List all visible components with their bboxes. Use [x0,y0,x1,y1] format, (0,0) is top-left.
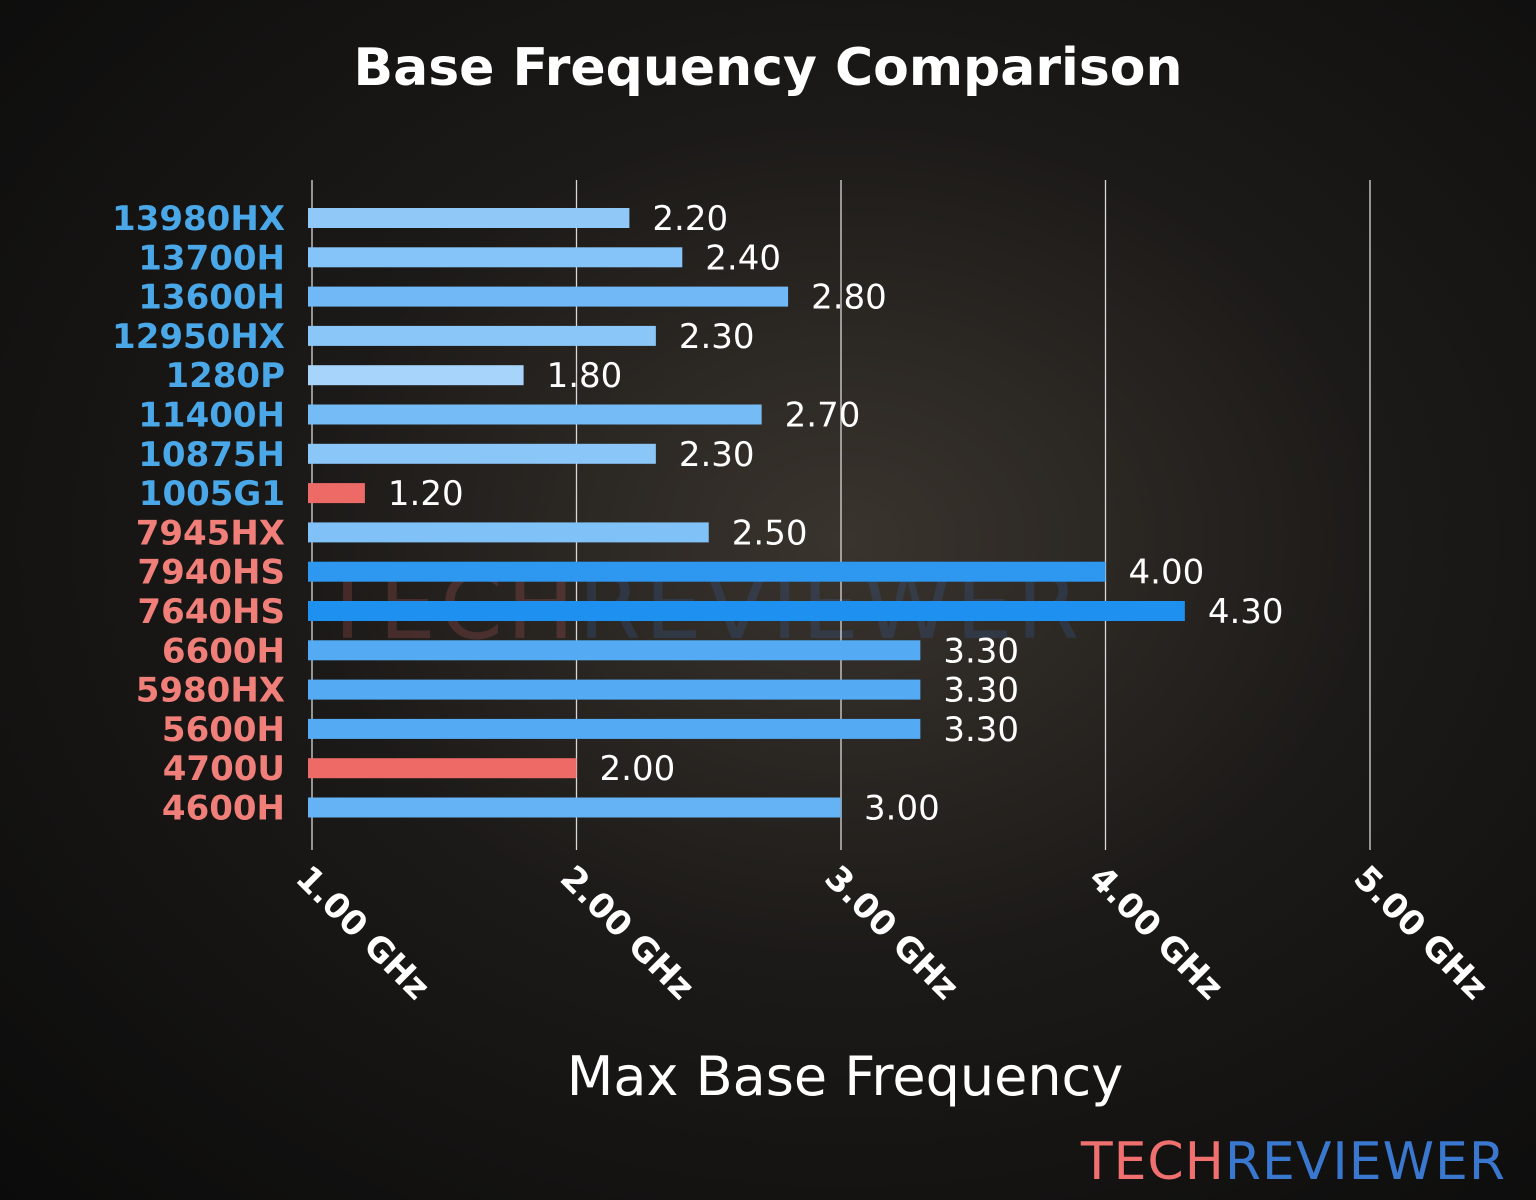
bar-13700H [308,247,683,268]
category-label: 13600H [138,278,285,318]
category-label: 10875H [138,435,285,475]
chart-title: Base Frequency Comparison [353,38,1182,98]
category-label: 11400H [138,396,285,436]
category-label: 7940HS [137,553,285,593]
bar-7640HS [308,601,1185,621]
category-label: 6600H [162,631,285,671]
bars: 13980HX 2.20 13700H 2.40 13600H 2.80 12950HX 2.… [112,199,1284,829]
category-label: 1280P [165,356,285,396]
value-label: 2.00 [600,749,676,789]
bar-1005G1 [308,483,365,504]
x-tick-label: 5.00 GHz [1346,858,1496,1008]
bar-11400H [308,404,762,425]
bar-12950HX [308,325,656,346]
bar-7945HX [308,522,709,543]
bar-4600H [308,797,841,818]
value-label: 2.70 [785,396,861,436]
bar-7940HS [308,561,1106,582]
value-label: 2.80 [811,278,887,318]
category-label: 13980HX [112,199,285,239]
value-label: 1.20 [388,474,464,514]
bar-13980HX [308,208,630,228]
bar-5980HX [308,679,921,700]
value-label: 2.30 [679,435,755,475]
bar-5600H [308,718,921,739]
category-label: 4600H [162,789,285,829]
value-label: 3.30 [943,671,1019,711]
bar-6600H [308,640,921,661]
category-label: 4700U [163,749,285,789]
x-tick-label: 4.00 GHz [1081,858,1231,1008]
value-label: 3.00 [864,789,940,829]
x-ticks: 1.00 GHz 2.00 GHz 3.00 GHz 4.00 GHz 5.00 GHz [288,858,1496,1008]
value-label: 3.30 [943,631,1019,671]
bar-13600H [308,286,789,307]
category-label: 12950HX [112,317,285,357]
category-label: 13700H [138,238,285,278]
category-label: 5600H [162,710,285,750]
x-axis-label: Max Base Frequency [567,1045,1123,1108]
category-label: 7945HX [136,513,285,553]
value-label: 2.50 [732,513,808,553]
bar-1280P [308,365,524,386]
x-tick-label: 1.00 GHz [288,858,438,1008]
category-label: 7640HS [137,592,285,632]
value-label: 4.00 [1129,553,1205,593]
value-label: 2.30 [679,317,755,357]
x-tick-label: 2.00 GHz [552,858,702,1008]
value-label: 1.80 [547,356,623,396]
value-label: 4.30 [1208,592,1284,632]
bar-10875H [308,443,656,464]
category-label: 5980HX [136,671,285,711]
value-label: 2.20 [652,199,728,239]
techreviewer-logo: TECHREVIEWER [1080,1132,1506,1192]
category-label: 1005G1 [139,474,285,514]
x-tick-label: 3.00 GHz [817,858,967,1008]
bar-4700U [308,758,577,779]
value-label: 3.30 [943,710,1019,750]
value-label: 2.40 [705,238,781,278]
